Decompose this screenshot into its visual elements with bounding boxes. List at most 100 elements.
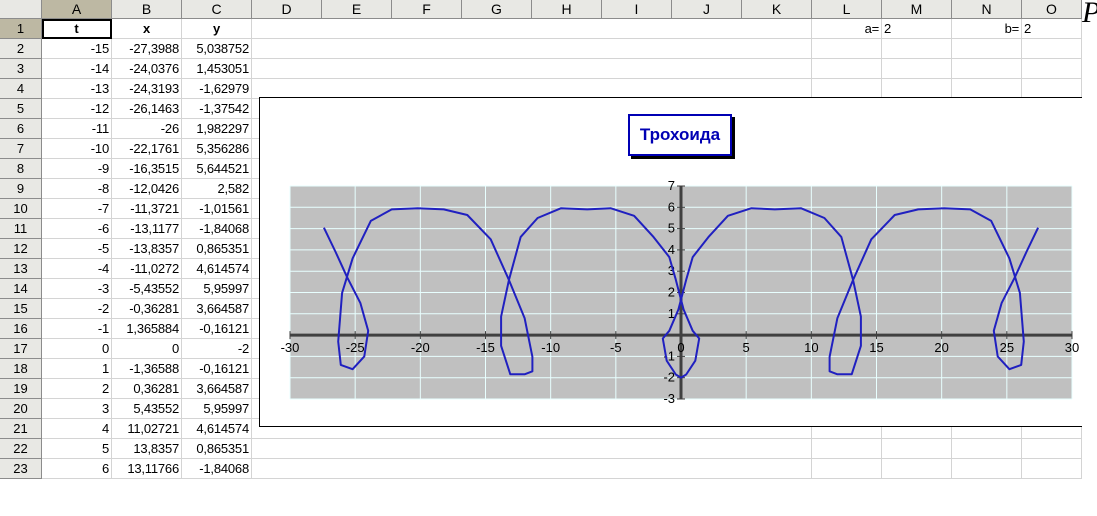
cell-x[interactable]: 0,36281 — [112, 379, 182, 399]
cell-x[interactable]: -0,36281 — [112, 299, 182, 319]
cell-t[interactable]: 4 — [42, 419, 112, 439]
cell-y[interactable]: 0,865351 — [182, 439, 252, 459]
column-header-l[interactable]: L — [812, 0, 882, 19]
empty-cells[interactable] — [252, 419, 812, 439]
cell-a1[interactable]: t — [42, 19, 112, 39]
cell-t[interactable]: -2 — [42, 299, 112, 319]
column-header-j[interactable]: J — [672, 0, 742, 19]
column-header-m[interactable]: M — [882, 0, 952, 19]
row-header[interactable]: 14 — [0, 279, 42, 299]
cell-y[interactable]: 5,356286 — [182, 139, 252, 159]
cell-y[interactable]: 4,614574 — [182, 259, 252, 279]
cell-x[interactable]: 11,02721 — [112, 419, 182, 439]
cell-d1-k1[interactable] — [252, 19, 812, 39]
chart-title[interactable]: Трохоида — [628, 114, 732, 156]
cell-b1[interactable]: x — [112, 19, 182, 39]
cell-t[interactable]: -10 — [42, 139, 112, 159]
cell-y[interactable]: -1,01561 — [182, 199, 252, 219]
cell-x[interactable]: -12,0426 — [112, 179, 182, 199]
column-header-c[interactable]: C — [182, 0, 252, 19]
row-header[interactable]: 5 — [0, 99, 42, 119]
cell-n1[interactable]: b= — [952, 19, 1022, 39]
row-header[interactable]: 7 — [0, 139, 42, 159]
cell-y[interactable]: 5,644521 — [182, 159, 252, 179]
empty-cells[interactable] — [252, 39, 812, 59]
empty-cells[interactable] — [252, 59, 812, 79]
cell-x[interactable]: -24,0376 — [112, 59, 182, 79]
row-header[interactable]: 9 — [0, 179, 42, 199]
empty-cell[interactable] — [812, 39, 882, 59]
column-header-a[interactable]: A — [42, 0, 112, 19]
cell-t[interactable]: -6 — [42, 219, 112, 239]
column-header-e[interactable]: E — [322, 0, 392, 19]
empty-cell[interactable] — [952, 459, 1022, 479]
cell-x[interactable]: -13,8357 — [112, 239, 182, 259]
cell-t[interactable]: -9 — [42, 159, 112, 179]
column-header-k[interactable]: K — [742, 0, 812, 19]
empty-cell[interactable] — [952, 39, 1022, 59]
empty-cell[interactable] — [1022, 439, 1082, 459]
cell-x[interactable]: 5,43552 — [112, 399, 182, 419]
select-all-corner[interactable] — [0, 0, 42, 19]
column-header-d[interactable]: D — [252, 0, 322, 19]
column-header-o[interactable]: O — [1022, 0, 1082, 19]
cell-x[interactable]: 13,11766 — [112, 459, 182, 479]
empty-cells[interactable] — [252, 439, 812, 459]
cell-x[interactable]: -24,3193 — [112, 79, 182, 99]
cell-y[interactable]: 0,865351 — [182, 239, 252, 259]
cell-t[interactable]: 2 — [42, 379, 112, 399]
cell-t[interactable]: 0 — [42, 339, 112, 359]
row-header[interactable]: 13 — [0, 259, 42, 279]
cell-t[interactable]: 5 — [42, 439, 112, 459]
cell-x[interactable]: 13,8357 — [112, 439, 182, 459]
row-header[interactable]: 11 — [0, 219, 42, 239]
empty-cell[interactable] — [812, 419, 882, 439]
empty-cells[interactable] — [252, 459, 812, 479]
cell-t[interactable]: 3 — [42, 399, 112, 419]
column-header-i[interactable]: I — [602, 0, 672, 19]
cell-y[interactable]: -2 — [182, 339, 252, 359]
row-header[interactable]: 15 — [0, 299, 42, 319]
empty-cell[interactable] — [882, 459, 952, 479]
cell-t[interactable]: -12 — [42, 99, 112, 119]
cell-l1[interactable]: a= — [812, 19, 882, 39]
empty-cell[interactable] — [952, 439, 1022, 459]
empty-cell[interactable] — [812, 59, 882, 79]
column-header-h[interactable]: H — [532, 0, 602, 19]
cell-y[interactable]: 3,664587 — [182, 379, 252, 399]
row-header[interactable]: 3 — [0, 59, 42, 79]
cell-t[interactable]: -3 — [42, 279, 112, 299]
cell-y[interactable]: 1,982297 — [182, 119, 252, 139]
cell-y[interactable]: -1,84068 — [182, 459, 252, 479]
row-header[interactable]: 23 — [0, 459, 42, 479]
row-header[interactable]: 6 — [0, 119, 42, 139]
cell-y[interactable]: 1,453051 — [182, 59, 252, 79]
cell-t[interactable]: -1 — [42, 319, 112, 339]
cell-x[interactable]: -26 — [112, 119, 182, 139]
cell-t[interactable]: -5 — [42, 239, 112, 259]
cell-t[interactable]: 6 — [42, 459, 112, 479]
column-header-n[interactable]: N — [952, 0, 1022, 19]
cell-x[interactable]: -26,1463 — [112, 99, 182, 119]
cell-y[interactable]: 5,038752 — [182, 39, 252, 59]
cell-y[interactable]: 5,95997 — [182, 399, 252, 419]
column-header-b[interactable]: B — [112, 0, 182, 19]
cell-y[interactable]: -1,62979 — [182, 79, 252, 99]
row-header[interactable]: 16 — [0, 319, 42, 339]
cell-y[interactable]: -1,37542 — [182, 99, 252, 119]
cell-t[interactable]: -7 — [42, 199, 112, 219]
empty-cell[interactable] — [882, 59, 952, 79]
cell-t[interactable]: -15 — [42, 39, 112, 59]
cell-t[interactable]: -4 — [42, 259, 112, 279]
row-header[interactable]: 22 — [0, 439, 42, 459]
row-header[interactable]: 18 — [0, 359, 42, 379]
empty-cell[interactable] — [882, 439, 952, 459]
row-header[interactable]: 12 — [0, 239, 42, 259]
empty-cell[interactable] — [812, 439, 882, 459]
row-header[interactable]: 1 — [0, 19, 42, 39]
empty-cell[interactable] — [882, 419, 952, 439]
row-header[interactable]: 4 — [0, 79, 42, 99]
empty-cell[interactable] — [882, 39, 952, 59]
cell-c1[interactable]: y — [182, 19, 252, 39]
empty-cell[interactable] — [952, 59, 1022, 79]
